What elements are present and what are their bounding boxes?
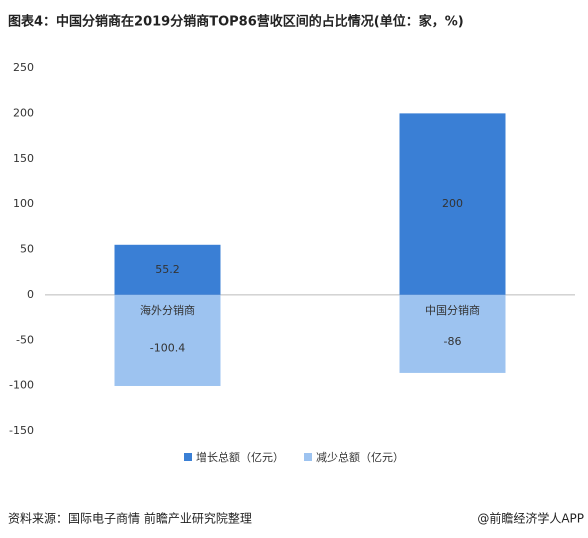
data-label: -100.4 <box>150 341 185 354</box>
chart-title: 图表4：中国分销商在2019分销商TOP86营收区间的占比情况(单位：家，%) <box>8 14 464 30</box>
y-tick-label: 200 <box>13 106 34 119</box>
bar <box>399 294 506 373</box>
bar <box>399 113 506 295</box>
x-tick-label: 海外分销商 <box>140 303 195 317</box>
legend-label: 减少总额（亿元） <box>316 450 404 464</box>
legend-swatch <box>184 453 192 461</box>
credit: @前瞻经济学人APP <box>477 511 584 526</box>
legend-swatch <box>304 453 312 461</box>
y-tick-label: 0 <box>27 288 34 301</box>
legend-label: 增长总额（亿元） <box>196 450 284 464</box>
y-tick-label: -150 <box>9 424 34 437</box>
bar <box>114 294 221 386</box>
data-label: -86 <box>444 335 462 348</box>
data-label: 55.2 <box>155 263 180 276</box>
y-tick-label: -100 <box>9 379 34 392</box>
y-tick-label: 50 <box>20 243 34 256</box>
bar <box>114 244 221 295</box>
source: 资料来源：国际电子商情 前瞻产业研究院整理 <box>8 511 252 526</box>
y-tick-label: 150 <box>13 152 34 165</box>
x-tick-label: 中国分销商 <box>425 303 480 317</box>
y-tick-label: 250 <box>13 61 34 74</box>
data-label: 200 <box>442 197 463 210</box>
y-tick-label: -50 <box>16 333 34 346</box>
y-tick-label: 100 <box>13 197 34 210</box>
